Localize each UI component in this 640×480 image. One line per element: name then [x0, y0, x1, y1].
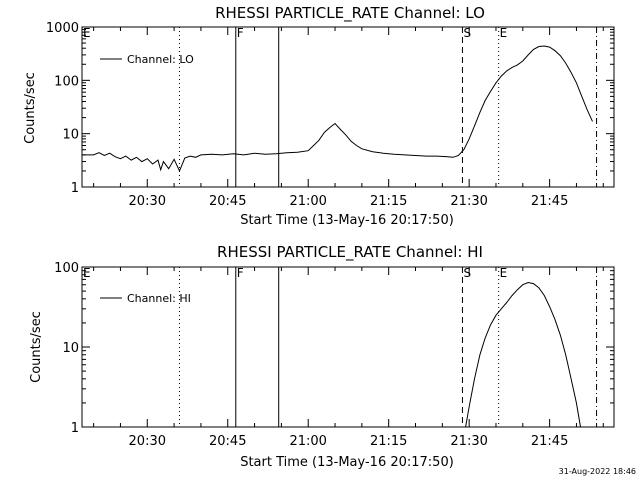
panel-lo-ylabel: Counts/sec — [23, 72, 38, 144]
panel-hi-xtick-label: 21:30 — [450, 434, 487, 449]
panel-lo-axes-frame — [81, 26, 615, 188]
panel-lo-marker-label: E — [500, 26, 508, 40]
panel-lo-xtick-label: 20:45 — [209, 194, 246, 209]
panel-lo-ytick-label: 1000 — [46, 21, 79, 36]
panel-lo-xtick-label: 20:30 — [129, 194, 166, 209]
panel-hi-ytick-label: 10 — [62, 341, 79, 356]
panel-hi-series-line — [465, 281, 581, 428]
panel-hi: RHESSI PARTICLE_RATE Channel: HI Start T… — [29, 243, 615, 470]
panel-lo-legend-label: Channel: LO — [127, 53, 194, 66]
panel-lo-series-line — [82, 45, 593, 173]
panel-hi-legend-label: Channel: HI — [127, 292, 191, 305]
panel-lo-marker-label: E — [83, 26, 91, 40]
panel-lo-title: RHESSI PARTICLE_RATE Channel: LO — [215, 4, 485, 23]
panel-hi-ylabel: Counts/sec — [29, 311, 44, 383]
panel-lo-xtick-label: 21:15 — [370, 194, 407, 209]
panel-hi-marker-label: F — [237, 266, 244, 280]
panel-lo-ytick-label: 10 — [62, 128, 79, 143]
panel-hi-marker-label: E — [83, 266, 91, 280]
panel-hi-xtick-label: 21:45 — [531, 434, 568, 449]
panel-lo-xtick-label: 21:30 — [450, 194, 487, 209]
panel-hi-ytick-label: 100 — [54, 261, 79, 276]
panel-lo-xtick-label: 21:00 — [289, 194, 326, 209]
panel-lo-ytick-label: 100 — [54, 74, 79, 89]
panel-hi-xtick-label: 20:45 — [209, 434, 246, 449]
footer-timestamp: 31-Aug-2022 18:46 — [559, 467, 636, 476]
panel-lo-marker-label: F — [237, 26, 244, 40]
panel-lo-marker-label: S — [463, 26, 471, 40]
panel-lo-ytick-label: 1 — [71, 181, 79, 196]
panel-hi-xtick-label: 21:15 — [370, 434, 407, 449]
panel-hi-marker-label: S — [463, 266, 471, 280]
panel-lo-xlabel: Start Time (13-May-16 20:17:50) — [240, 213, 454, 228]
panel-hi-axes-frame — [81, 266, 615, 428]
panel-hi-xlabel: Start Time (13-May-16 20:17:50) — [240, 455, 454, 470]
panel-lo-xtick-label: 21:45 — [531, 194, 568, 209]
panel-hi-title: RHESSI PARTICLE_RATE Channel: HI — [217, 243, 483, 262]
panel-lo: RHESSI PARTICLE_RATE Channel: LO Start T… — [23, 4, 615, 228]
panel-hi-ytick-label: 1 — [71, 421, 79, 436]
panel-hi-xtick-label: 20:30 — [129, 434, 166, 449]
panel-hi-marker-label: E — [500, 266, 508, 280]
panel-hi-xtick-label: 21:00 — [289, 434, 326, 449]
